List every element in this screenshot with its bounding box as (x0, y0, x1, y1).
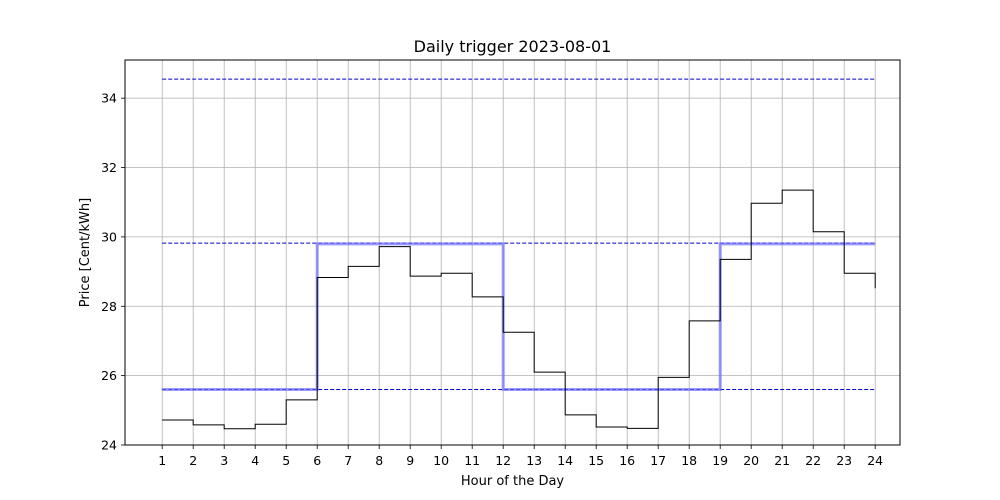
x-tick-label: 20 (743, 453, 759, 468)
x-tick-label: 16 (619, 453, 635, 468)
y-axis-label: Price [Cent/kWh] (78, 198, 93, 307)
y-tick-label: 26 (101, 368, 117, 383)
x-tick-label: 18 (681, 453, 697, 468)
x-tick-label: 8 (375, 453, 383, 468)
y-tick-label: 28 (101, 299, 117, 314)
grid (125, 60, 900, 446)
x-tick-label: 14 (557, 453, 573, 468)
x-tick-label: 24 (867, 453, 883, 468)
y-tick-label: 30 (101, 229, 117, 244)
x-axis-label: Hour of the Day (461, 474, 565, 489)
reference-lines (162, 78, 876, 391)
x-tick-label: 9 (406, 453, 414, 468)
y-tick-label: 32 (101, 160, 117, 175)
y-tick-label: 34 (101, 91, 117, 106)
plot-frame (124, 59, 901, 446)
x-tick-label: 21 (774, 453, 790, 468)
price-step-line (162, 189, 876, 430)
x-tick-label: 3 (220, 453, 228, 468)
x-tick-label: 1 (158, 453, 166, 468)
x-tick-label: 5 (282, 453, 290, 468)
x-tick-label: 15 (588, 453, 604, 468)
trigger-step-line (162, 242, 876, 392)
x-tick-label: 19 (712, 453, 728, 468)
y-tick-label: 24 (101, 438, 117, 453)
x-tick-label: 12 (495, 453, 511, 468)
x-tick-label: 17 (650, 453, 666, 468)
x-tick-label: 2 (189, 453, 197, 468)
series (162, 189, 876, 430)
ticks: 1 2 3 4 5 6 7 8 9 10 11 12 13 14 15 16 17 18 19 20 21 22 23 242… (101, 91, 883, 468)
x-tick-label: 22 (805, 453, 821, 468)
x-tick-label: 13 (526, 453, 542, 468)
x-tick-label: 6 (313, 453, 321, 468)
x-tick-label: 10 (433, 453, 449, 468)
chart-title: Daily trigger 2023-08-01 (414, 37, 612, 56)
x-tick-label: 4 (251, 453, 259, 468)
x-tick-label: 7 (344, 453, 352, 468)
x-tick-label: 11 (464, 453, 480, 468)
x-tick-label: 23 (836, 453, 852, 468)
